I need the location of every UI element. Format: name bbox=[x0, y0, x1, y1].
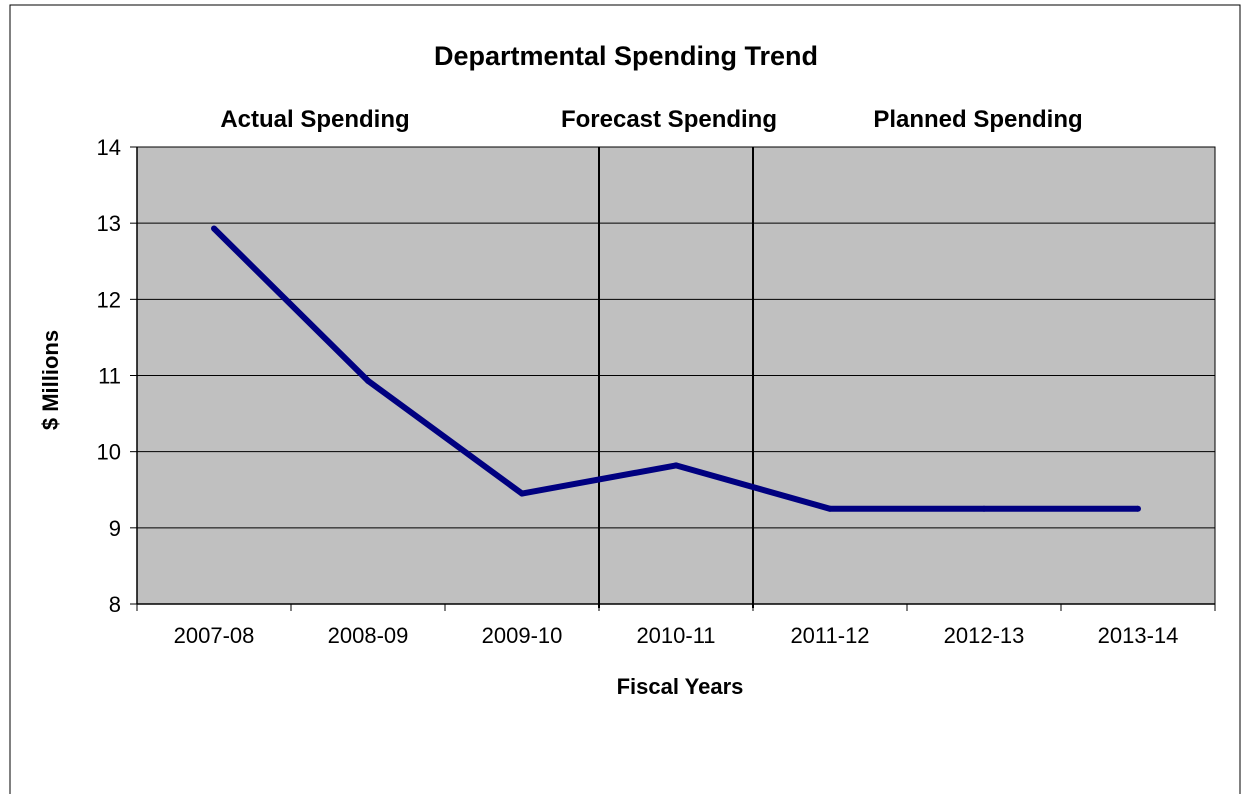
x-tick-label: 2009-10 bbox=[482, 623, 563, 648]
data-point bbox=[673, 462, 679, 469]
data-point bbox=[827, 505, 833, 512]
chart-title: Departmental Spending Trend bbox=[434, 41, 818, 71]
y-axis-title: $ Millions bbox=[38, 330, 63, 430]
y-tick-label: 10 bbox=[97, 440, 121, 465]
x-tick-label: 2010-11 bbox=[636, 623, 715, 648]
y-tick-label: 14 bbox=[97, 135, 121, 160]
data-point bbox=[981, 505, 987, 512]
period-label-actual: Actual Spending bbox=[220, 106, 409, 133]
period-label-planned: Planned Spending bbox=[873, 106, 1082, 133]
data-point bbox=[519, 490, 525, 497]
y-tick-label: 11 bbox=[98, 364, 121, 389]
x-axis-title: Fiscal Years bbox=[617, 674, 744, 699]
x-tick-label: 2007-08 bbox=[174, 623, 255, 648]
series-group bbox=[211, 225, 1141, 512]
data-point bbox=[365, 377, 371, 384]
data-point bbox=[211, 225, 217, 232]
x-axis-tick-labels: 2007-08 2008-09 2009-10 2010-11 2011-12 2012-… bbox=[174, 623, 1179, 648]
y-axis-tick-labels: 8 9 10 11 12 13 14 bbox=[97, 135, 121, 617]
y-tick-label: 8 bbox=[109, 592, 121, 617]
data-point bbox=[1135, 505, 1141, 512]
period-label-forecast: Forecast Spending bbox=[561, 106, 777, 133]
period-dividers bbox=[598, 147, 754, 608]
x-axis-ticks bbox=[136, 604, 1216, 611]
x-tick-label: 2011-12 bbox=[790, 623, 869, 648]
y-tick-label: 9 bbox=[109, 516, 121, 541]
gridlines bbox=[130, 146, 1215, 605]
x-tick-label: 2013-14 bbox=[1098, 623, 1179, 648]
x-tick-label: 2008-09 bbox=[328, 623, 409, 648]
y-tick-label: 12 bbox=[97, 287, 121, 312]
y-tick-label: 13 bbox=[97, 211, 121, 236]
x-tick-label: 2012-13 bbox=[944, 623, 1025, 648]
